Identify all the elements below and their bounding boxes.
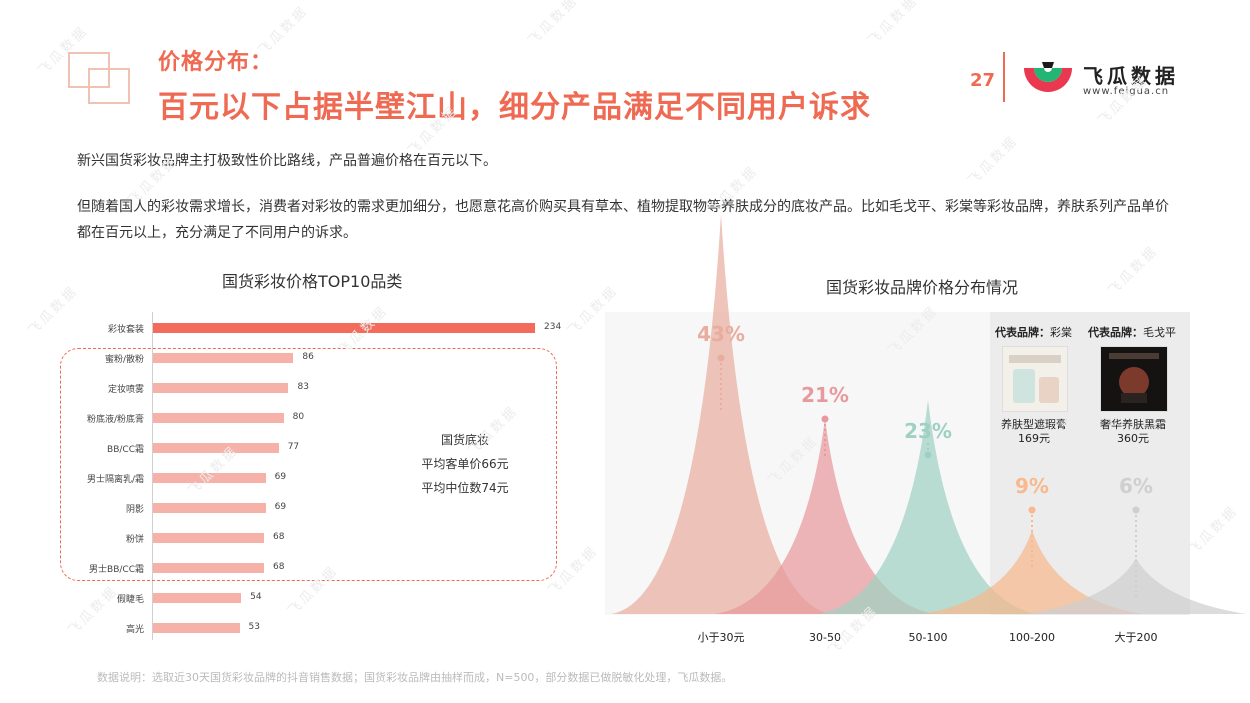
bar bbox=[153, 623, 240, 633]
bar bbox=[153, 593, 242, 603]
bar-value-label: 83 bbox=[297, 382, 309, 392]
bar-label: 粉底液/粉底膏 bbox=[86, 415, 144, 425]
logo-url: www.feigua.cn bbox=[1083, 86, 1170, 97]
product-name-caitang: 养肤型遮瑕膏 169元 bbox=[1001, 418, 1067, 445]
bar-value-label: 69 bbox=[274, 472, 287, 482]
bar-label: 定妆喷雾 bbox=[107, 385, 144, 395]
decor-square-front bbox=[88, 68, 130, 104]
x-tick-label: 30-50 bbox=[809, 631, 841, 644]
value-marker bbox=[1028, 506, 1036, 514]
bar-label: 高光 bbox=[125, 625, 144, 635]
detail-paragraph: 但随着国人的彩妆需求增长，消费者对彩妆的需求更加细分，也愿意花高价购买具有草本、… bbox=[77, 199, 1169, 241]
x-tick-label: 小于30元 bbox=[698, 631, 745, 644]
section-title: 价格分布： bbox=[158, 50, 274, 75]
feigua-logo-icon bbox=[1024, 62, 1072, 92]
percent-label: 21% bbox=[801, 383, 849, 407]
bar bbox=[153, 353, 294, 363]
bar bbox=[153, 563, 264, 573]
bar-value-label: 86 bbox=[302, 352, 314, 362]
bar-label: 假睫毛 bbox=[116, 595, 144, 605]
value-marker bbox=[821, 415, 829, 423]
bar-value-label: 68 bbox=[273, 562, 285, 572]
bar-chart-title: 国货彩妆价格TOP10品类 bbox=[222, 272, 403, 291]
bar-axis-line bbox=[152, 312, 153, 640]
bar-value-label: 234 bbox=[544, 322, 562, 332]
bar-label: 粉饼 bbox=[125, 535, 144, 545]
value-marker bbox=[717, 354, 725, 362]
product-name-maogeping: 奢华养肤黑霜 360元 bbox=[1100, 418, 1166, 445]
bar-value-label: 80 bbox=[292, 412, 305, 422]
data-source-note: 数据说明：选取近30天国货彩妆品牌的抖音销售数据；国货彩妆品牌由抽样而成，N=5… bbox=[97, 671, 733, 684]
x-tick-label: 100-200 bbox=[1009, 631, 1055, 644]
intro-paragraph: 新兴国货彩妆品牌主打极致性价比路线，产品普遍价格在百元以下。 bbox=[77, 153, 497, 169]
percent-label: 23% bbox=[904, 419, 952, 443]
bar-label: 男士隔离乳/霜 bbox=[86, 475, 144, 485]
brand-label-caitang: 代表品牌：彩棠 bbox=[995, 326, 1072, 339]
bar-label: BB/CC霜 bbox=[107, 445, 144, 455]
page-number: 27 bbox=[970, 70, 996, 91]
bar-label: 蜜粉/散粉 bbox=[104, 355, 144, 365]
product-image-maogeping bbox=[1100, 346, 1168, 412]
value-marker bbox=[1132, 506, 1140, 514]
annotation-avg-price: 平均客单价66元 bbox=[421, 457, 509, 471]
brand-label-maogeping: 代表品牌：毛戈平 bbox=[1088, 326, 1176, 339]
base-makeup-highlight-box bbox=[60, 348, 557, 581]
bar bbox=[153, 473, 266, 483]
peak-area bbox=[922, 530, 1142, 614]
bar-value-label: 54 bbox=[250, 592, 262, 602]
bar-value-label: 53 bbox=[248, 622, 260, 632]
bar bbox=[153, 383, 289, 393]
percent-label: 9% bbox=[1015, 474, 1049, 498]
area-chart-title: 国货彩妆品牌价格分布情况 bbox=[826, 278, 1019, 297]
percent-label: 6% bbox=[1119, 474, 1153, 498]
x-tick-label: 大于200 bbox=[1115, 630, 1158, 644]
peak-area bbox=[818, 400, 1038, 614]
header-divider bbox=[1003, 52, 1005, 102]
value-marker bbox=[924, 451, 932, 459]
bar bbox=[153, 443, 279, 453]
bar-label: 男士BB/CC霜 bbox=[89, 565, 144, 575]
bar bbox=[153, 533, 264, 543]
bar-label: 阴影 bbox=[125, 505, 144, 515]
bar bbox=[153, 503, 266, 513]
peak-area bbox=[611, 214, 831, 614]
page-headline: 百元以下占据半壁江山，细分产品满足不同用户诉求 bbox=[158, 90, 871, 125]
logo-name: 飞瓜数据 bbox=[1083, 64, 1179, 88]
bar-label: 彩妆套装 bbox=[107, 325, 144, 335]
bar-value-label: 69 bbox=[274, 502, 287, 512]
x-tick-label: 50-100 bbox=[909, 631, 948, 644]
percent-label: 43% bbox=[697, 322, 745, 346]
bar bbox=[153, 413, 284, 423]
bar-value-label: 68 bbox=[273, 532, 285, 542]
peak-area bbox=[715, 418, 935, 614]
product-image-caitang bbox=[1002, 346, 1068, 412]
bar-value-label: 77 bbox=[287, 442, 300, 452]
annotation-median: 平均中位数74元 bbox=[421, 481, 509, 495]
annotation-title: 国货底妆 bbox=[440, 433, 489, 447]
bar bbox=[153, 323, 535, 333]
